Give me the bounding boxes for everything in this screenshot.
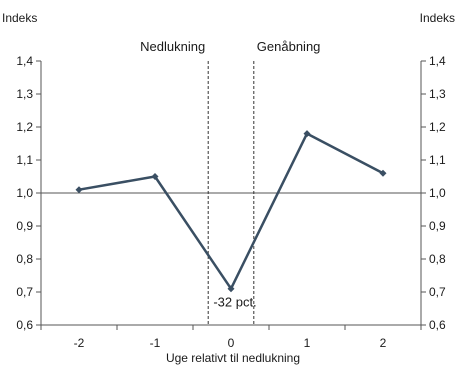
y-tick-label-right: 0,9 (429, 219, 446, 233)
x-tick-label: 1 (304, 336, 311, 350)
y-tick-label-right: 1,2 (429, 120, 446, 134)
y-tick-label-left: 0,7 (16, 285, 33, 299)
y-tick-label-right: 1,0 (429, 186, 446, 200)
x-axis-label: Uge relativt til nedlukning (166, 351, 300, 365)
y-tick-label-left: 1,2 (16, 120, 33, 134)
y-tick-label-right: 0,6 (429, 318, 446, 332)
x-tick-label: 0 (228, 336, 235, 350)
y-tick-label-right: 1,1 (429, 153, 446, 167)
y-tick-label-left: 1,1 (16, 153, 33, 167)
y-tick-label-left: 0,6 (16, 318, 33, 332)
data-point (303, 130, 311, 138)
y-tick-label-right: 0,7 (429, 285, 446, 299)
data-point (227, 285, 235, 293)
event-label-lockdown: Nedlukning (140, 39, 205, 54)
x-tick-label: -1 (150, 336, 161, 350)
series-line (78, 132, 384, 290)
data-point (75, 186, 83, 194)
x-tick-label: 2 (380, 336, 387, 350)
y-tick-label-left: 0,8 (16, 252, 33, 266)
y-tick-label-left: 0,9 (16, 219, 33, 233)
x-tick-label: -2 (74, 336, 85, 350)
y-axis-label-right: Indeks (420, 11, 455, 25)
annotation-drop: -32 pct. (213, 295, 256, 310)
data-point (379, 169, 387, 177)
y-tick-label-left: 1,4 (16, 54, 33, 68)
y-tick-label-left: 1,3 (16, 87, 33, 101)
y-tick-label-right: 1,3 (429, 87, 446, 101)
event-label-reopening: Genåbning (257, 39, 321, 54)
y-tick-label-right: 1,4 (429, 54, 446, 68)
data-point (151, 173, 159, 180)
y-axis-label-left: Indeks (2, 11, 37, 25)
y-tick-label-right: 0,8 (429, 252, 446, 266)
y-tick-label-left: 1,0 (16, 186, 33, 200)
